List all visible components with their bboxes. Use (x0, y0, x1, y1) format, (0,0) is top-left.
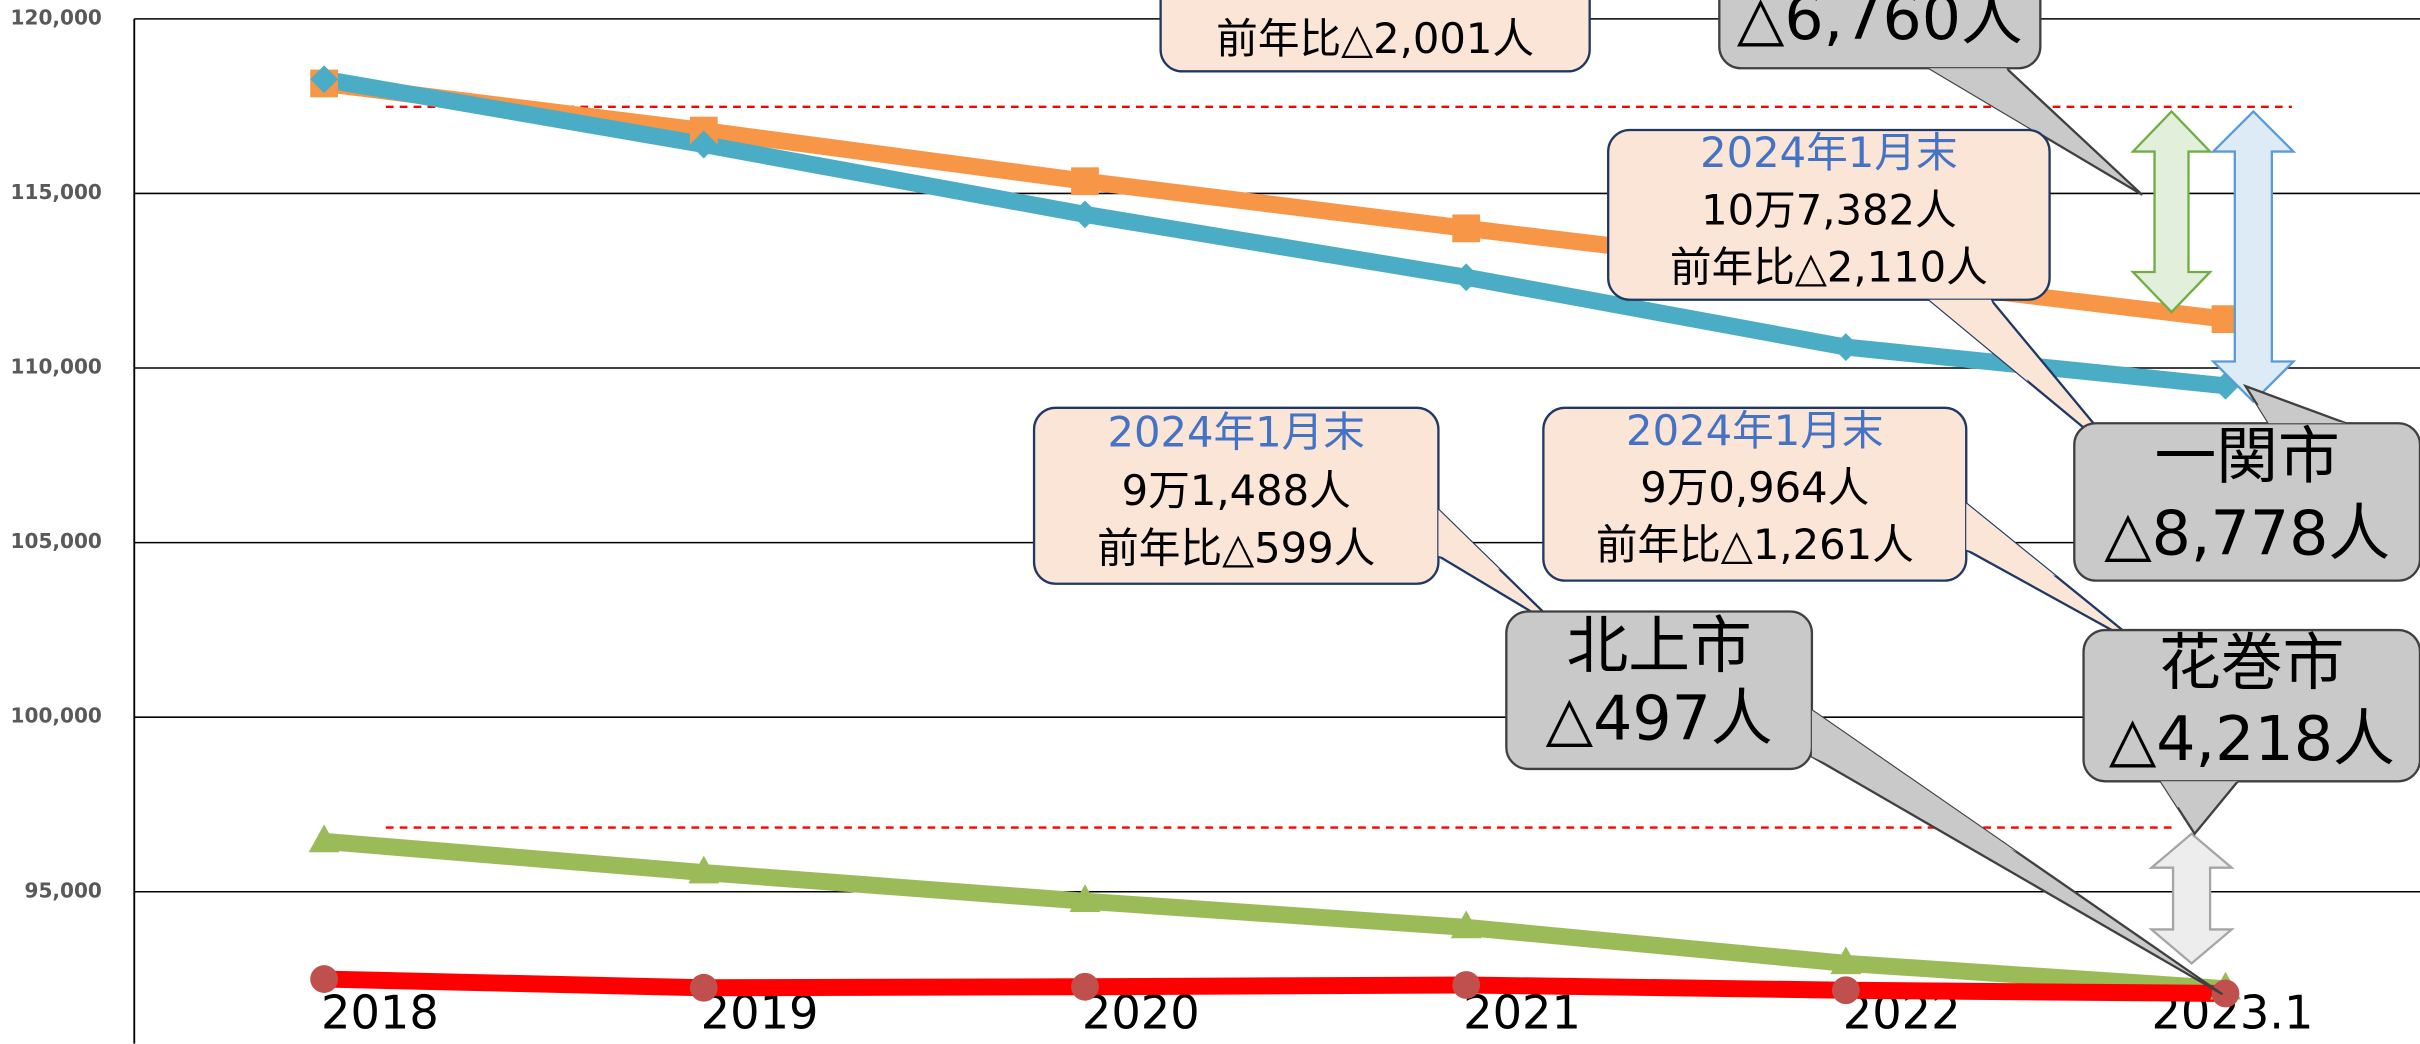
callout-text: 2024年1月末 (1700, 128, 1957, 177)
marker (1830, 946, 1862, 975)
callout-text: 9万0,964人 (1640, 463, 1869, 512)
callout-text: △8,778人 (2104, 498, 2390, 570)
callout-text: 北上市 (1567, 610, 1752, 682)
marker (2211, 979, 2240, 1008)
x-tick-label: 2018 (321, 985, 439, 1039)
callout-pointer-fill (1811, 710, 2018, 853)
marker (1831, 976, 1860, 1005)
y-tick-label: 115,000 (11, 180, 102, 204)
marker (1071, 200, 1099, 229)
callout-box (1542, 406, 1968, 582)
callout-text: 前年比△599人 (1097, 523, 1375, 572)
marker (689, 973, 718, 1002)
callout-text: 9万1,488人 (1122, 466, 1351, 515)
callout-box (1607, 128, 2051, 301)
y-tick-label: 95,000 (25, 878, 102, 902)
callout-pointer-fill (1929, 299, 2028, 382)
callout-text: 前年比△1,261人 (1596, 520, 1914, 569)
callout-box (2082, 628, 2420, 783)
marker (308, 824, 340, 853)
marker (688, 855, 720, 884)
callout: 前年比△2,001人 (1159, 0, 1591, 73)
callout-box (1718, 0, 2042, 70)
callout-text: 2024年1月末 (1107, 408, 1364, 457)
callout-text: 前年比△2,110人 (1670, 242, 1988, 291)
callout-text: 2024年1月末 (1626, 406, 1883, 455)
callout-text: 一関市 (2155, 420, 2340, 492)
y-tick-label: 120,000 (11, 5, 102, 29)
callout: 一関市△8,778人 (2073, 383, 2420, 582)
marker (1831, 333, 1860, 361)
marker (1452, 263, 1481, 292)
callout: 北上市△497人 (1505, 610, 2224, 996)
difference-arrow (2210, 109, 2297, 404)
callout-text: △6,760人 (1737, 0, 2023, 54)
callout-text: 前年比△2,001人 (1216, 14, 1534, 63)
callout-text: △497人 (1546, 683, 1773, 755)
callout-box (1159, 0, 1591, 73)
callout-pointer-fill (1929, 68, 2036, 132)
marker (310, 965, 338, 993)
y-tick-label: 110,000 (11, 355, 102, 379)
callout-text: △4,218人 (2109, 703, 2395, 775)
callout-box (1505, 610, 1814, 771)
callout-text: 花巻市 (2159, 627, 2344, 699)
marker (310, 65, 338, 94)
series-line (322, 70, 2227, 395)
callout-box (1032, 406, 1440, 585)
callout-pointer-fill (2160, 781, 2238, 808)
marker (1452, 214, 1481, 243)
marker (1452, 971, 1481, 999)
callout-text: 10万7,382人 (1701, 185, 1957, 234)
marker (1071, 972, 1099, 1001)
y-tick-label: 100,000 (11, 704, 102, 728)
series-line (323, 970, 2226, 1002)
difference-arrow (2130, 109, 2213, 314)
y-tick-label: 105,000 (11, 529, 102, 553)
marker (1069, 884, 1101, 913)
series-line (323, 832, 2227, 998)
marker (1071, 167, 1099, 196)
difference-arrow (2148, 832, 2235, 965)
callout-pointer-fill (1966, 503, 2056, 577)
callout: 花巻市△4,218人 (2082, 627, 2420, 836)
marker (1450, 910, 1482, 939)
callout-box (2073, 422, 2420, 582)
